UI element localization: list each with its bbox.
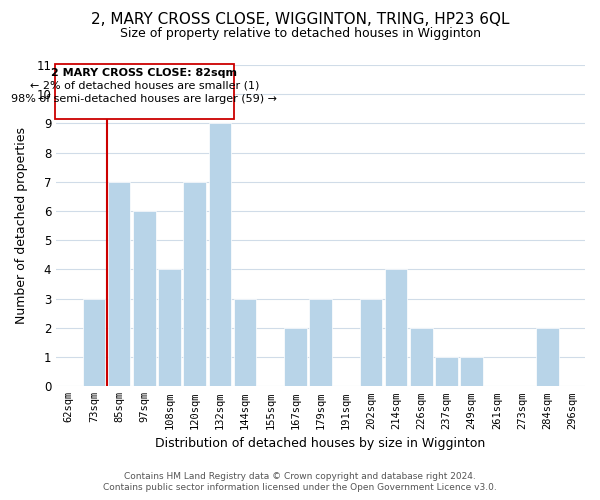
Bar (284, 328, 307, 386)
Text: 2 MARY CROSS CLOSE: 82sqm: 2 MARY CROSS CLOSE: 82sqm (52, 68, 238, 78)
Bar (359, 298, 382, 386)
Bar (158, 270, 181, 386)
Bar (184, 182, 206, 386)
X-axis label: Distribution of detached houses by size in Wigginton: Distribution of detached houses by size … (155, 437, 486, 450)
Bar (435, 357, 458, 386)
Bar (460, 357, 483, 386)
Text: 2, MARY CROSS CLOSE, WIGGINTON, TRING, HP23 6QL: 2, MARY CROSS CLOSE, WIGGINTON, TRING, H… (91, 12, 509, 28)
Text: Contains HM Land Registry data © Crown copyright and database right 2024.: Contains HM Land Registry data © Crown c… (124, 472, 476, 481)
Bar (209, 124, 231, 386)
Text: Contains public sector information licensed under the Open Government Licence v3: Contains public sector information licen… (103, 483, 497, 492)
Bar (83, 298, 105, 386)
Bar (410, 328, 433, 386)
Bar (234, 298, 256, 386)
Text: 98% of semi-detached houses are larger (59) →: 98% of semi-detached houses are larger (… (11, 94, 277, 104)
Text: Size of property relative to detached houses in Wigginton: Size of property relative to detached ho… (119, 28, 481, 40)
Bar (108, 182, 130, 386)
Text: ← 2% of detached houses are smaller (1): ← 2% of detached houses are smaller (1) (29, 81, 259, 91)
Y-axis label: Number of detached properties: Number of detached properties (15, 127, 28, 324)
Bar (385, 270, 407, 386)
Bar (309, 298, 332, 386)
Bar (133, 211, 155, 386)
Bar (536, 328, 559, 386)
